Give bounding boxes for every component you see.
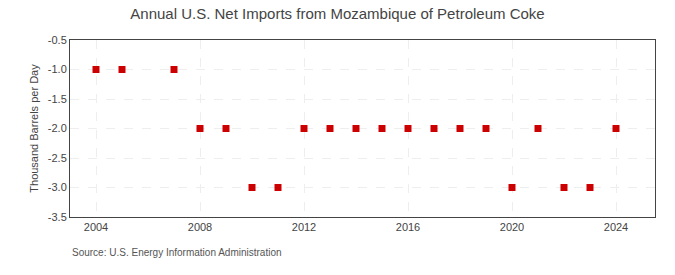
svg-text:2008: 2008 [188, 221, 212, 233]
svg-text:2024: 2024 [604, 221, 628, 233]
svg-text:-3.5: -3.5 [48, 211, 67, 223]
svg-text:-3.0: -3.0 [48, 181, 67, 193]
svg-text:-2.0: -2.0 [48, 122, 67, 134]
svg-text:-0.5: -0.5 [48, 34, 67, 46]
svg-text:Annual U.S. Net Imports from M: Annual U.S. Net Imports from Mozambique … [130, 5, 544, 22]
svg-text:-1.0: -1.0 [48, 63, 67, 75]
svg-text:Thousand Barrels per Day: Thousand Barrels per Day [28, 64, 40, 193]
svg-text:-2.5: -2.5 [48, 152, 67, 164]
svg-text:2012: 2012 [292, 221, 316, 233]
svg-text:2016: 2016 [396, 221, 420, 233]
svg-text:-1.5: -1.5 [48, 93, 67, 105]
svg-text:2004: 2004 [84, 221, 108, 233]
svg-text:2020: 2020 [500, 221, 524, 233]
svg-text:Source: U.S. Energy Informatio: Source: U.S. Energy Information Administ… [72, 247, 282, 258]
